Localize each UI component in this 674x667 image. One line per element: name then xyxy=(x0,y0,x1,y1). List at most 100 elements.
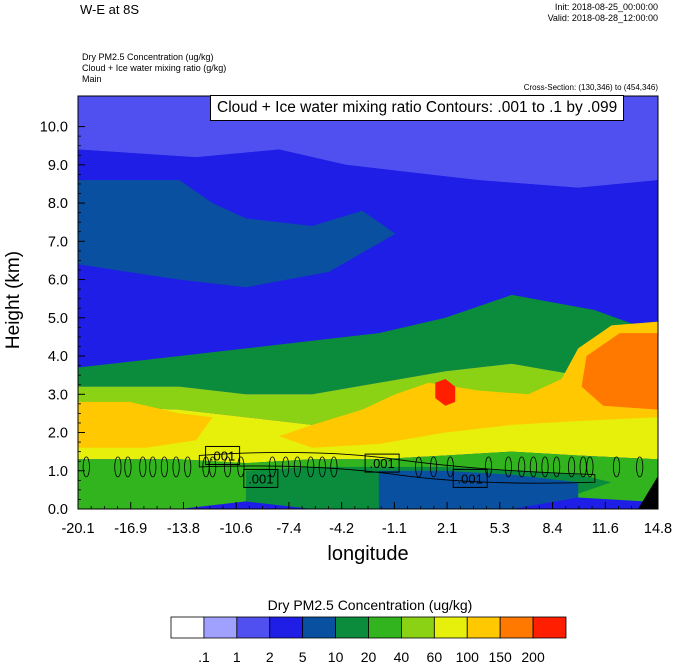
field-line-1: Dry PM2.5 Concentration (ug/kg) xyxy=(82,52,214,62)
x-tick-label-11: 14.8 xyxy=(644,521,672,537)
colorbar-label-4: 10 xyxy=(328,649,344,665)
colorbar-swatch-6 xyxy=(368,616,402,639)
x-axis: -20.1 -16.9 -13.8 -10.6 -7.4 -4.2 -1.1 2.1 5.3 8.… xyxy=(61,502,672,537)
contour-cell-12 xyxy=(268,456,276,478)
contour-cell-31 xyxy=(636,456,644,478)
colorbar-label-2: 2 xyxy=(266,649,274,665)
contour-label-1: .001 xyxy=(243,468,279,488)
contour-cell-1 xyxy=(114,456,122,478)
contour-cell-24 xyxy=(529,456,538,478)
x-tick-label-1: -16.9 xyxy=(114,521,147,537)
contour-cell-29 xyxy=(586,456,594,478)
colorbar-swatch-5 xyxy=(335,616,369,639)
contour-cell-21 xyxy=(484,456,493,478)
colorbar-swatch-0 xyxy=(170,616,205,639)
colorbar-swatch-7 xyxy=(401,616,435,639)
contour-title: Cloud + Ice water mixing ratio Contours:… xyxy=(210,95,625,121)
valid-time: Valid: 2018-08-28_12:00:00 xyxy=(547,13,658,23)
x-tick-label-10: 11.6 xyxy=(592,521,619,537)
contour-main xyxy=(198,451,596,484)
contour-label-2: .001 xyxy=(364,453,400,473)
y-tick-label-7: 7.0 xyxy=(48,234,68,250)
svg-text:.001: .001 xyxy=(458,471,483,486)
contour-cell-4 xyxy=(149,456,157,478)
contour-cell-2 xyxy=(124,456,132,478)
y-tick-label-3: 3.0 xyxy=(48,387,68,403)
field-region-6 xyxy=(78,401,213,448)
field-region-1 xyxy=(78,149,658,368)
svg-text:.001: .001 xyxy=(210,448,235,463)
contour-cell-6 xyxy=(172,456,180,478)
y-axis-label: Height (km) xyxy=(3,250,24,350)
contour-label-0: .001 xyxy=(205,445,241,465)
contour-cell-16 xyxy=(318,456,326,478)
contour-cell-13 xyxy=(282,456,290,478)
colorbar-swatch-9 xyxy=(466,616,501,639)
field-region-12 xyxy=(378,470,579,509)
init-time: Init: 2018-08-25_00:00:00 xyxy=(554,2,658,12)
contour-cell-18 xyxy=(415,456,423,478)
colorbar-label-10: 200 xyxy=(521,649,545,665)
x-axis-label: longitude xyxy=(327,543,409,565)
contour-cell-20 xyxy=(446,456,454,478)
colorbar-label-9: 150 xyxy=(488,649,512,665)
colorbar-swatch-3 xyxy=(269,616,304,639)
y-tick-label-9: 9.0 xyxy=(48,158,68,174)
contour-cell-25 xyxy=(541,456,549,478)
contour-cell-23 xyxy=(518,456,526,478)
x-tick-label-6: -1.1 xyxy=(382,521,407,537)
colorbar-label-5: 20 xyxy=(361,649,377,665)
contour-cell-27 xyxy=(567,456,576,478)
svg-text:.001: .001 xyxy=(248,471,273,486)
y-tick-label-1: 1.0 xyxy=(48,464,68,480)
colorbar-label-3: 5 xyxy=(299,649,307,665)
colorbar-label-1: 1 xyxy=(233,649,241,665)
y-axis: 0.0 1.0 2.0 3.0 4.0 5.0 6.0 7.0 8.0 9.0 10.0 xyxy=(40,120,85,518)
field-region-9 xyxy=(435,379,456,406)
field-region-3 xyxy=(78,294,658,395)
colorbar-swatch-10 xyxy=(499,616,534,639)
contour-cell-11 xyxy=(237,456,245,478)
colorbar-label-0: .1 xyxy=(198,649,210,665)
colorbar-swatch-2 xyxy=(236,616,271,639)
contour-cell-26 xyxy=(552,456,561,478)
field-line-2: Cloud + Ice water mixing ratio (g/kg) xyxy=(82,63,227,73)
x-tick-label-8: 5.3 xyxy=(490,521,510,537)
x-tick-label-3: -10.6 xyxy=(220,521,253,537)
y-tick-label-5: 5.0 xyxy=(48,311,68,327)
field-region-7 xyxy=(279,321,658,448)
chart-title: W-E at 8S xyxy=(80,2,140,17)
x-tick-label-5: -4.2 xyxy=(329,521,354,537)
contour-cell-19 xyxy=(429,456,438,478)
cloud-contours: .001 .001 .001 .001 xyxy=(82,445,644,488)
terrain-mask xyxy=(638,476,658,509)
contour-cell-0 xyxy=(82,456,90,478)
pm25-field xyxy=(78,96,658,509)
colorbar-label-8: 100 xyxy=(456,649,480,665)
colorbar-title: Dry PM2.5 Concentration (ug/kg) xyxy=(267,597,473,613)
y-tick-label-4: 4.0 xyxy=(48,349,68,365)
x-tick-label-4: -7.4 xyxy=(276,521,301,537)
contour-cell-5 xyxy=(160,456,168,478)
x-tick-label-0: -20.1 xyxy=(61,521,94,537)
y-tick-label-8: 8.0 xyxy=(48,196,68,212)
colorbar-label-6: 40 xyxy=(394,649,410,665)
y-tick-label-0: 0.0 xyxy=(48,502,68,518)
contour-label-3: .001 xyxy=(452,468,488,488)
colorbar-swatch-1 xyxy=(203,616,238,639)
field-region-2 xyxy=(78,180,396,288)
cross-section-label: Cross-Section: (130,346) to (454,346) xyxy=(523,83,658,92)
field-region-8 xyxy=(581,333,658,410)
colorbar: .1 1 2 5 10 20 40 60 100 150 200 xyxy=(170,616,567,665)
colorbar-swatch-8 xyxy=(433,616,468,639)
contour-cell-10 xyxy=(224,456,232,478)
colorbar-swatch-11 xyxy=(532,616,567,639)
x-tick-label-2: -13.8 xyxy=(167,521,200,537)
y-tick-label-2: 2.0 xyxy=(48,426,68,442)
contour-cell-3 xyxy=(139,456,147,478)
contour-cell-22 xyxy=(504,456,512,478)
x-tick-label-9: 8.4 xyxy=(542,521,562,537)
colorbar-label-7: 60 xyxy=(427,649,443,665)
x-tick-label-7: 2.1 xyxy=(437,521,457,537)
